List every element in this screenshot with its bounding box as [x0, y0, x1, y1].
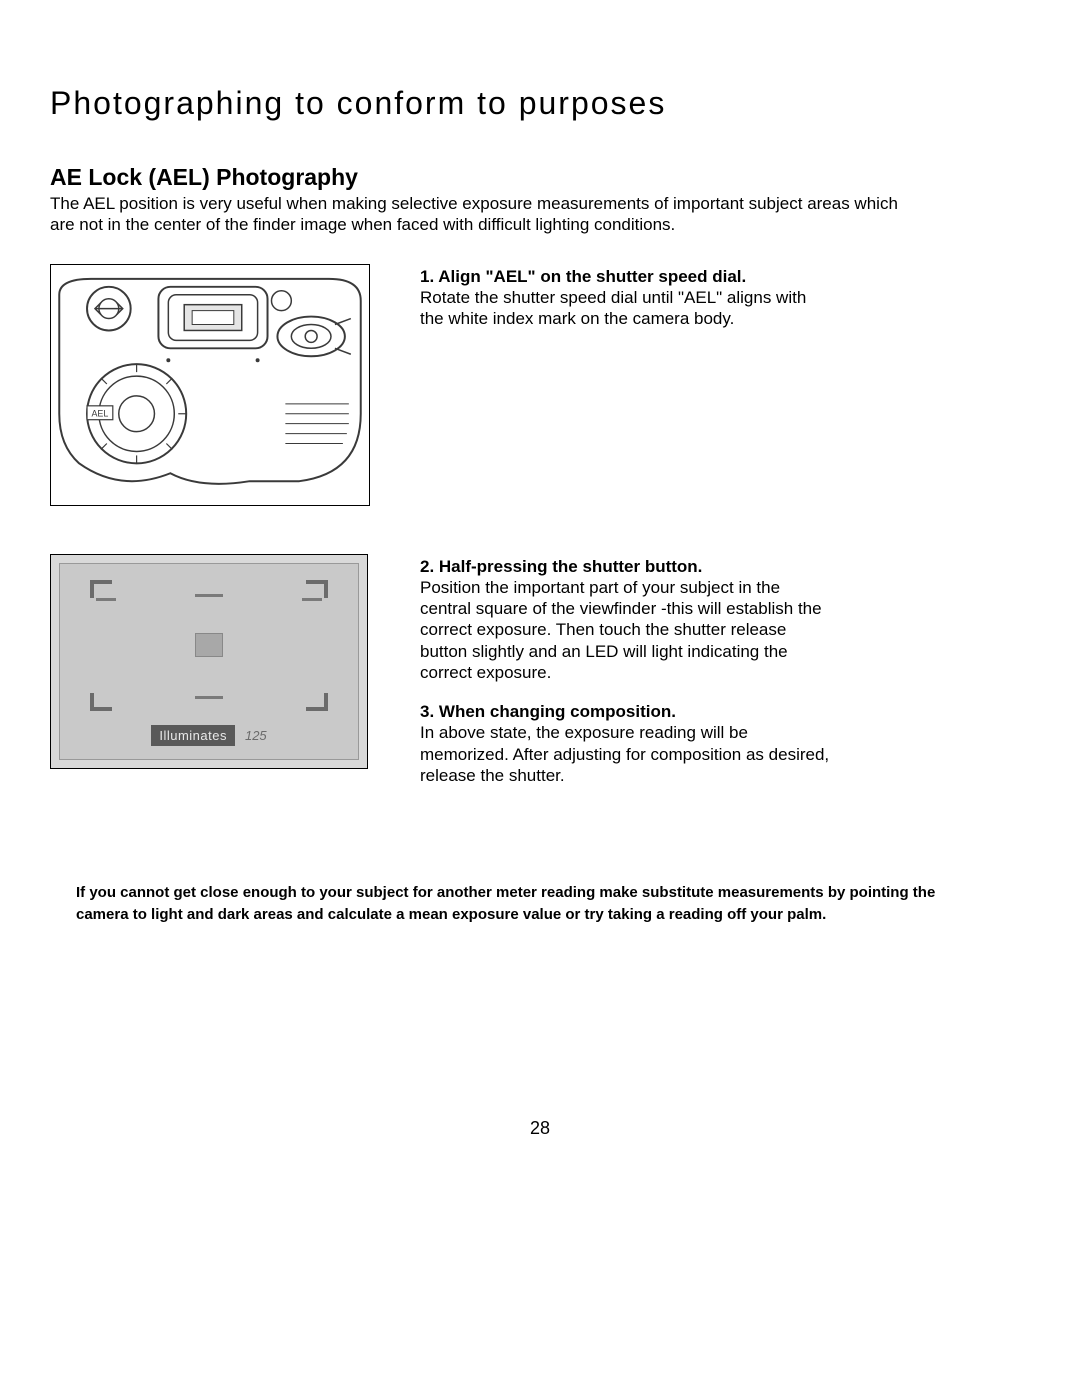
step-row-1: AEL 1. Align "AEL" on the shutter speed … [50, 264, 1030, 506]
section-title: AE Lock (AEL) Photography [50, 164, 1030, 191]
step2-body: Position the important part of your subj… [420, 577, 830, 683]
step23-text: 2. Half-pressing the shutter button. Pos… [420, 554, 830, 805]
manual-page: Photographing to conform to purposes AE … [0, 0, 1080, 926]
bracket-top-left [90, 580, 112, 598]
center-focus-square [195, 633, 223, 657]
step1-body: Rotate the shutter speed dial until "AEL… [420, 287, 830, 330]
tick-left [96, 598, 116, 601]
step3-body: In above state, the exposure reading wil… [420, 722, 830, 786]
step1-title: 1. Align "AEL" on the shutter speed dial… [420, 266, 830, 287]
shutter-readout: 125 [245, 728, 267, 743]
step1-text: 1. Align "AEL" on the shutter speed dial… [420, 264, 830, 348]
page-number: 28 [0, 1118, 1080, 1139]
step2-title: 2. Half-pressing the shutter button. [420, 556, 830, 577]
viewfinder-frame: Illuminates 125 [59, 563, 359, 760]
step3-title: 3. When changing composition. [420, 701, 830, 722]
tick-bottom-center [195, 696, 223, 699]
bracket-top-right [306, 580, 328, 598]
intro-paragraph: The AEL position is very useful when mak… [50, 193, 920, 236]
bracket-bottom-left [90, 693, 112, 711]
illuminates-label: Illuminates [151, 725, 235, 746]
chapter-title: Photographing to conform to purposes [50, 85, 1030, 122]
figure-camera-top: AEL [50, 264, 370, 506]
step-row-2: Illuminates 125 2. Half-pressing the shu… [50, 554, 1030, 805]
tick-right [302, 598, 322, 601]
bracket-bottom-right [306, 693, 328, 711]
figure-viewfinder: Illuminates 125 [50, 554, 368, 769]
camera-top-illustration: AEL [51, 265, 369, 505]
footnote: If you cannot get close enough to your s… [76, 882, 976, 926]
tick-top-center [195, 594, 223, 597]
viewfinder-readout-row: Illuminates 125 [60, 723, 358, 749]
dial-ael-text: AEL [91, 408, 108, 418]
